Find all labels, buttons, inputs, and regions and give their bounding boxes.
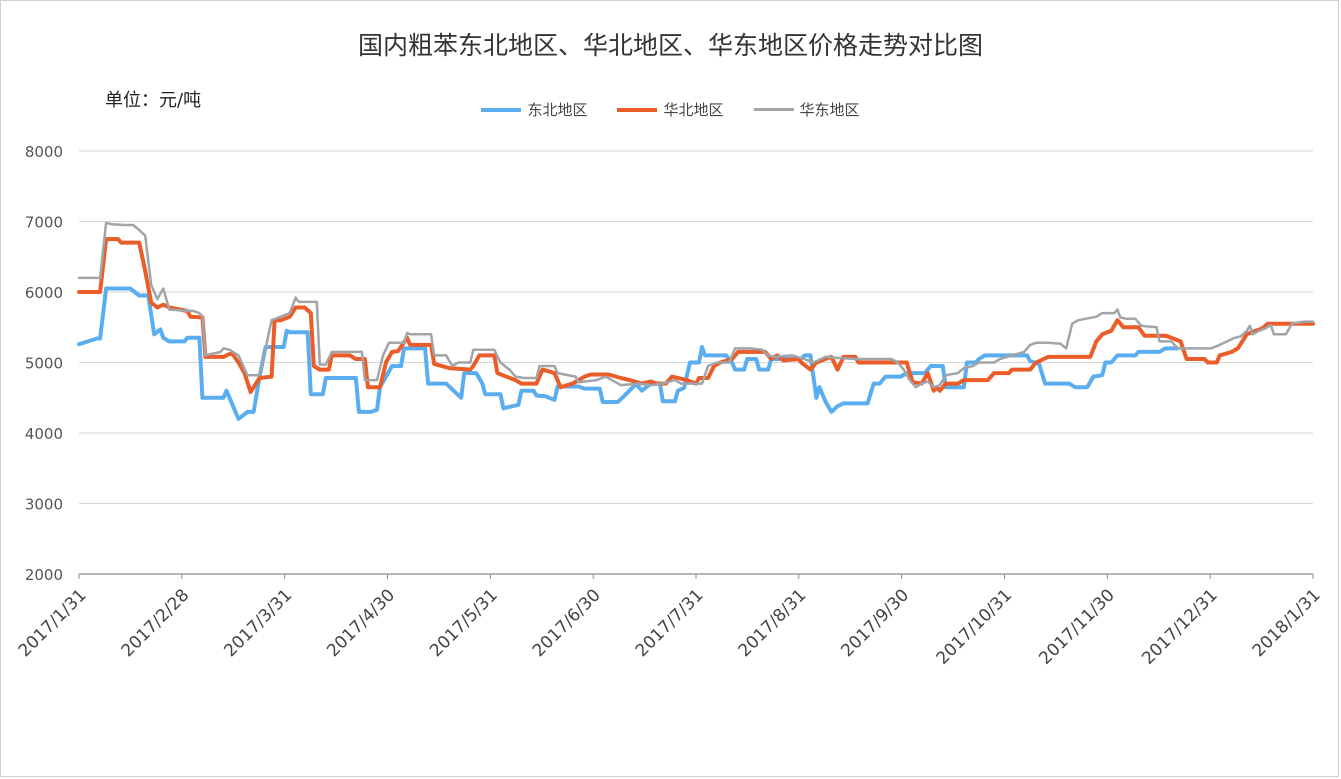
series-lines <box>77 221 1315 421</box>
x-tick-label: 2017/12/31 <box>1138 585 1221 668</box>
unit-label: 单位：元/吨 <box>105 90 202 111</box>
y-tick-label: 4000 <box>25 425 63 443</box>
x-tick-label: 2017/4/30 <box>323 585 399 661</box>
x-tick-label: 2017/8/31 <box>735 585 811 661</box>
x-tick-label: 2017/7/31 <box>632 585 708 661</box>
x-tick-label: 2017/2/28 <box>118 585 194 661</box>
y-tick-label: 5000 <box>25 355 63 373</box>
x-tick-label: 2017/11/30 <box>1035 585 1118 668</box>
y-tick-label: 8000 <box>25 143 63 161</box>
y-tick-label: 6000 <box>25 284 63 302</box>
legend-swatch-north <box>617 107 658 112</box>
chart-legend: 东北地区 华北地区 华东地区 <box>0 99 1341 120</box>
y-tick-label: 2000 <box>25 566 63 584</box>
x-tick-label: 2017/1/31 <box>15 585 91 661</box>
y-tick-label: 3000 <box>25 496 63 514</box>
legend-label-north: 华北地区 <box>663 101 724 119</box>
x-tick-label: 2017/5/31 <box>426 585 502 661</box>
x-tick-label: 2017/9/30 <box>837 585 913 661</box>
y-tick-label: 7000 <box>25 214 63 232</box>
legend-swatch-east <box>753 108 794 111</box>
legend-item-northeast: 东北地区 <box>481 99 587 120</box>
legend-swatch-northeast <box>481 107 522 112</box>
legend-label-east: 华东地区 <box>799 101 860 119</box>
y-axis-ticks: 8000 7000 6000 5000 4000 3000 2000 <box>25 143 63 584</box>
legend-item-north: 华北地区 <box>617 99 724 120</box>
x-tick-label: 2017/10/31 <box>933 585 1016 668</box>
chart-title: 国内粗苯东北地区、华北地区、华东地区价格走势对比图 <box>357 31 983 60</box>
x-tick-label: 2017/6/30 <box>529 585 605 661</box>
legend-label-northeast: 东北地区 <box>527 101 588 119</box>
x-axis-ticks: 2017/1/31 2017/2/28 2017/3/31 2017/4/30 2017… <box>15 574 1325 669</box>
legend-item-east: 华东地区 <box>753 99 860 120</box>
series-line-northeast <box>77 286 1180 421</box>
x-tick-label: 2018/1/31 <box>1249 585 1325 661</box>
x-tick-label: 2017/3/31 <box>220 585 296 661</box>
series-line-east <box>77 221 1315 389</box>
series-line-north <box>77 237 1315 395</box>
